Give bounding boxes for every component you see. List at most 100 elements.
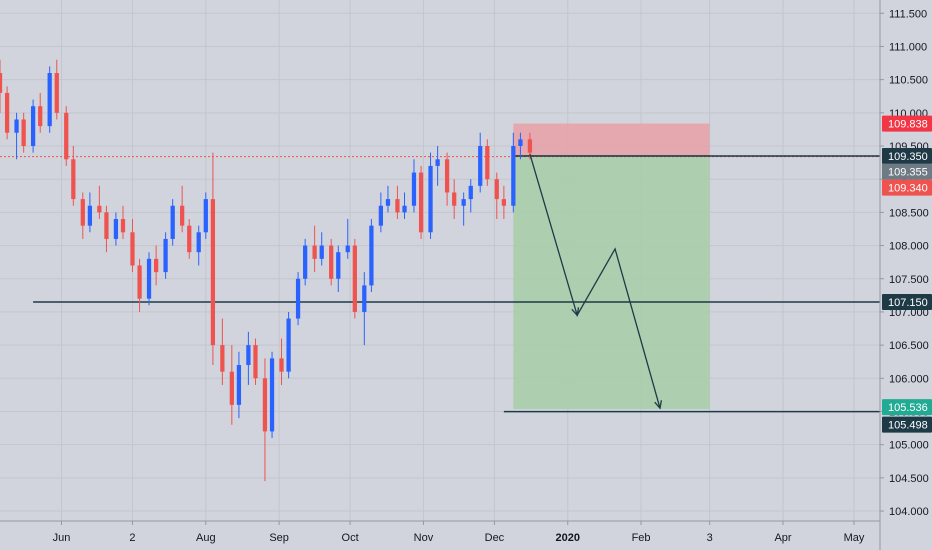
candle[interactable] [295, 272, 301, 326]
candle[interactable] [38, 92, 43, 133]
y-axis[interactable]: 111.500111.000110.500110.000109.500109.0… [879, 0, 929, 550]
candle[interactable] [229, 345, 234, 425]
candle-body [501, 199, 506, 206]
candle[interactable] [120, 205, 126, 239]
candle[interactable] [187, 219, 192, 259]
candle[interactable] [312, 225, 317, 273]
candle-body [163, 238, 168, 273]
projection-arrow [529, 153, 663, 410]
candle[interactable] [71, 146, 76, 206]
candle[interactable] [203, 192, 208, 239]
candle[interactable] [180, 185, 185, 233]
candle-body [411, 172, 417, 206]
candle[interactable] [253, 338, 258, 385]
candle[interactable] [511, 132, 516, 213]
price-badge [882, 293, 932, 310]
candle[interactable] [146, 252, 152, 306]
y-axis-tick-label: 108.500 [889, 207, 929, 219]
candle[interactable] [428, 152, 433, 239]
candle[interactable] [246, 331, 251, 385]
projection-path [529, 153, 661, 409]
price-badge-label: 105.536 [888, 402, 928, 414]
candle[interactable] [518, 132, 523, 160]
candle[interactable] [220, 318, 225, 385]
x-axis-tick-label: Oct [342, 532, 359, 544]
y-axis-tick-label: 110.500 [889, 75, 928, 87]
candle[interactable] [113, 212, 119, 246]
y-axis-tick-label: 104.000 [889, 506, 929, 518]
candle[interactable] [411, 159, 417, 213]
candle-body [120, 219, 126, 233]
candle[interactable] [461, 192, 466, 226]
candle-body [4, 92, 10, 133]
candle[interactable] [319, 232, 324, 266]
candle-body [518, 139, 523, 147]
price-badge [882, 399, 932, 416]
candle[interactable] [494, 172, 499, 220]
candle[interactable] [80, 192, 85, 239]
candle[interactable] [130, 219, 135, 273]
candle-body [312, 245, 317, 259]
candle[interactable] [444, 152, 450, 206]
y-axis-tick-label: 106.000 [889, 373, 929, 385]
position-zones [513, 123, 710, 410]
candle[interactable] [362, 272, 367, 346]
take-profit-zone [513, 155, 710, 410]
candle[interactable] [21, 112, 26, 153]
candle[interactable] [435, 146, 440, 186]
candle[interactable] [418, 165, 424, 239]
candle[interactable] [395, 185, 400, 220]
candle[interactable] [303, 238, 308, 286]
candle[interactable] [97, 185, 102, 220]
candle[interactable] [4, 86, 10, 140]
candle[interactable] [402, 192, 407, 220]
price-badge [882, 163, 932, 180]
candle-body [319, 245, 324, 259]
x-axis-tick-label: Apr [774, 532, 791, 544]
candle[interactable] [64, 106, 69, 166]
candle[interactable] [30, 99, 36, 153]
candle[interactable] [378, 192, 383, 233]
candle-body [461, 199, 466, 206]
candle[interactable] [501, 185, 506, 220]
candle[interactable] [210, 152, 216, 366]
candle[interactable] [279, 338, 284, 385]
candle[interactable] [369, 219, 374, 293]
candle[interactable] [236, 351, 242, 419]
candle[interactable] [329, 238, 334, 286]
candle[interactable] [54, 59, 59, 120]
candle[interactable] [0, 59, 3, 113]
candle[interactable] [269, 351, 275, 439]
candle[interactable] [468, 179, 473, 213]
price-badge [882, 147, 932, 164]
candle[interactable] [14, 112, 19, 160]
candle[interactable] [104, 205, 109, 253]
candle[interactable] [336, 245, 341, 293]
candle[interactable] [262, 358, 268, 482]
candle[interactable] [137, 258, 142, 312]
candle[interactable] [163, 232, 168, 279]
candle-body [435, 159, 440, 166]
candle[interactable] [286, 311, 291, 379]
candle-body [303, 245, 308, 279]
candle[interactable] [385, 185, 391, 213]
candlestick-series[interactable] [0, 59, 533, 482]
candle-body [418, 172, 424, 233]
candle[interactable] [154, 245, 159, 286]
x-axis[interactable]: Jun 2 Aug Sep Oct Nov Dec 2020 Feb 3 Apr May [0, 520, 880, 544]
candle[interactable] [47, 66, 52, 133]
candle[interactable] [352, 238, 357, 319]
candle-body [468, 185, 473, 200]
candle-body [385, 199, 391, 206]
candle[interactable] [485, 139, 490, 186]
candle[interactable] [170, 199, 175, 246]
candle[interactable] [345, 219, 350, 259]
candle[interactable] [87, 192, 93, 233]
candle-body [14, 119, 19, 133]
candle[interactable] [478, 132, 483, 193]
candle[interactable] [452, 179, 457, 220]
y-axis-tick-label: 105.000 [889, 440, 929, 452]
candle[interactable] [196, 225, 201, 266]
